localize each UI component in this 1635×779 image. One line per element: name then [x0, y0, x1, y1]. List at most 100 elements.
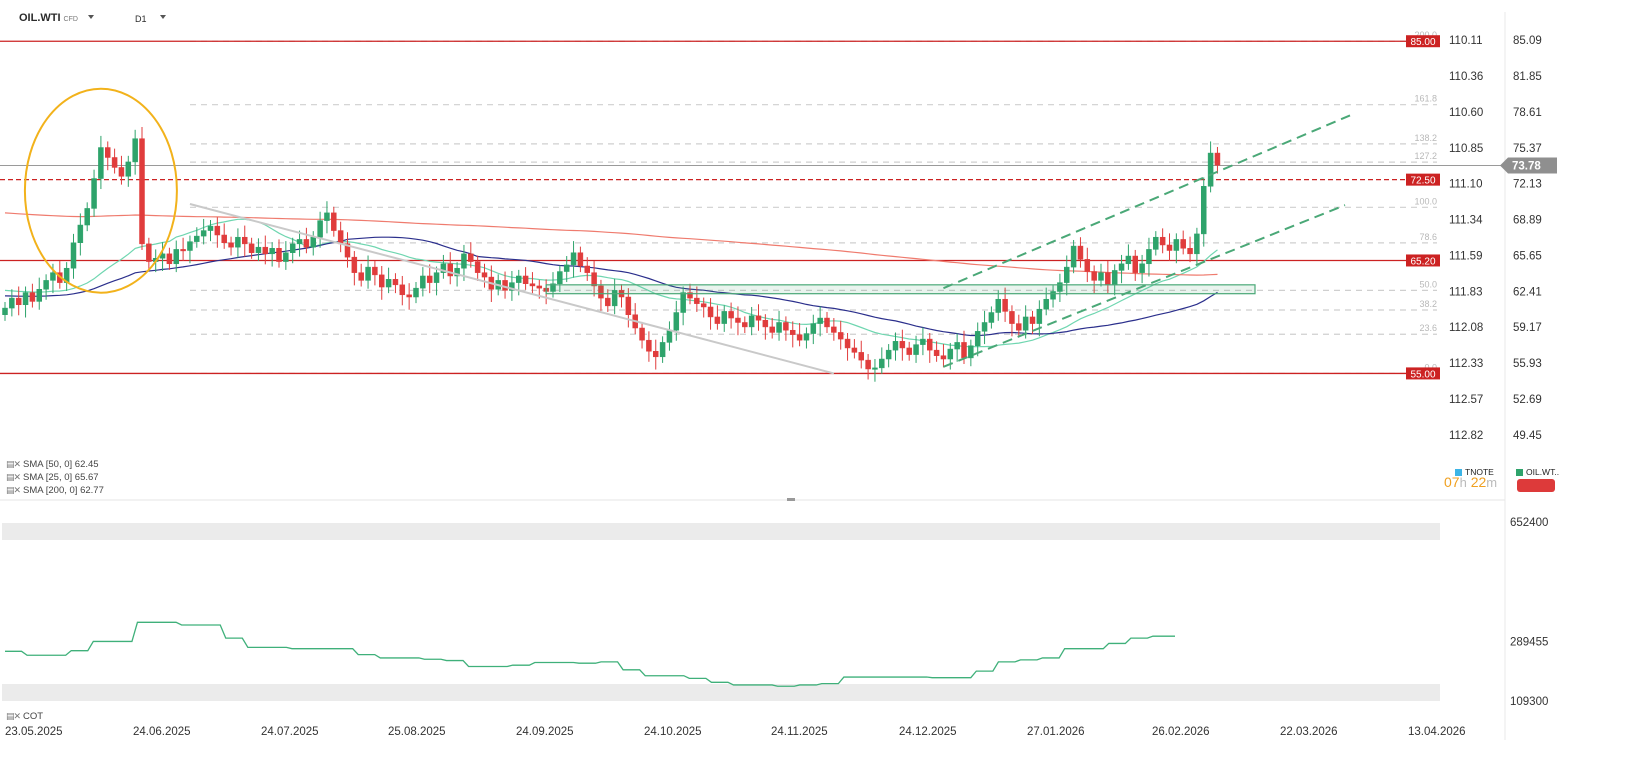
candle-body [454, 267, 460, 277]
candle-body [132, 138, 138, 163]
candle-body [557, 271, 563, 284]
candle-body [303, 239, 310, 248]
candle-body [913, 344, 919, 355]
level-badge [1406, 367, 1440, 380]
indicator-legend-cot[interactable]: ▤✕ COT [6, 711, 43, 722]
candle-body [1043, 298, 1049, 310]
candle-body [906, 347, 912, 355]
candle-body [1173, 239, 1180, 251]
level-label: 55.00 [1410, 369, 1435, 380]
candle-body [98, 147, 104, 179]
second-axis-tick: 110.36 [1449, 71, 1483, 83]
cot-lower-band [2, 684, 1440, 701]
candle-body [50, 272, 56, 281]
candle-body [406, 294, 412, 298]
candle-body [269, 248, 275, 255]
indicator-legend-sma200[interactable]: ▤✕ SMA [200, 0] 62.77 [6, 485, 104, 496]
candle-body [879, 358, 885, 369]
second-axis-tick: 110.85 [1449, 143, 1483, 155]
candle-body [810, 323, 817, 334]
price-axis-tick: 78.61 [1513, 107, 1542, 119]
second-axis-tick: 111.83 [1449, 286, 1482, 298]
candle-body [43, 280, 49, 290]
candle-body [961, 342, 967, 359]
candle-body [831, 326, 837, 333]
time-axis-tick: 25.08.2025 [388, 726, 446, 738]
settings-icon[interactable]: ▤✕ [6, 472, 21, 482]
candle-body [228, 242, 234, 248]
candle-body [337, 230, 344, 245]
fib-level-label: 100.0 [1414, 196, 1437, 206]
symbol-dropdown-icon[interactable] [88, 15, 94, 19]
candle-body [29, 292, 36, 302]
sma200-legend-label: SMA [200, 0] 62.77 [23, 485, 104, 496]
sma25-line [4, 218, 1218, 348]
candle-body [529, 283, 536, 287]
oil-source-tag[interactable]: OIL.WT.. [1516, 467, 1559, 477]
candle-body [803, 333, 810, 341]
candle-body [317, 220, 323, 238]
symbol-selector[interactable]: OIL.WTI CFD [19, 12, 78, 24]
time-axis-tick: 26.02.2026 [1152, 726, 1210, 738]
candle-body [187, 241, 193, 251]
candle-body [954, 342, 960, 350]
candle-body [721, 311, 727, 324]
candle-body [570, 252, 577, 266]
candle-body [673, 312, 680, 331]
candle-body [36, 289, 42, 302]
candle-body [714, 316, 721, 324]
candle-body [125, 161, 132, 177]
price-axis-tick: 52.69 [1513, 394, 1542, 406]
candle-body [509, 282, 515, 291]
candle-body [885, 349, 892, 360]
price-axis-tick: 72.13 [1513, 179, 1542, 191]
indicator-legend-sma50[interactable]: ▤✕ SMA [50, 0] 62.45 [6, 459, 99, 470]
candle-body [331, 212, 337, 231]
level-label: 72.50 [1410, 176, 1435, 187]
time-axis-tick: 27.01.2026 [1027, 726, 1085, 738]
settings-icon[interactable]: ▤✕ [6, 485, 21, 495]
candle-body [550, 283, 556, 292]
settings-icon[interactable]: ▤✕ [6, 459, 21, 469]
candle-body [728, 311, 734, 319]
price-axis-tick: 68.89 [1513, 215, 1542, 227]
level-label: 65.20 [1410, 256, 1435, 267]
candle-body [824, 317, 830, 328]
timeframe-selector[interactable]: D1 [135, 14, 147, 24]
cot-upper-band [2, 523, 1440, 540]
candle-body [611, 290, 618, 307]
candle-body [755, 315, 762, 321]
candle-body [707, 306, 714, 318]
current-price-badge [1500, 157, 1557, 174]
candle-body [324, 212, 330, 221]
channel-upper-line [943, 114, 1351, 290]
tnote-color-icon [1455, 468, 1462, 476]
fib-level-label: 50.0 [1419, 279, 1437, 289]
price-axis-tick: 75.37 [1513, 143, 1542, 155]
candle-body [248, 243, 255, 253]
candle-body [687, 292, 693, 299]
candle-body [872, 367, 878, 370]
candle-body [385, 279, 392, 288]
fib-level-label: 161.8 [1414, 94, 1437, 104]
candle-body [283, 252, 289, 262]
candle-body [426, 275, 433, 283]
second-axis-tick: 111.34 [1449, 215, 1483, 227]
candle-body [84, 208, 90, 226]
sma25-legend-label: SMA [25, 0] 65.67 [23, 472, 99, 483]
horizontal-levels[interactable]: 85.00 72.50 65.20 55.00 [0, 35, 1505, 380]
candle-body [769, 326, 775, 333]
candle-body [659, 342, 666, 358]
candle-body [666, 329, 673, 343]
cot-panel: 652400 289455 109300 [2, 517, 1548, 708]
candle-body [461, 253, 467, 269]
timeframe-dropdown-icon[interactable] [160, 15, 166, 19]
candle-body [1132, 255, 1138, 273]
oil-value-badge [1517, 479, 1555, 492]
countdown-minutes-unit: m [1486, 475, 1498, 490]
indicator-legend-sma25[interactable]: ▤✕ SMA [25, 0] 65.67 [6, 472, 99, 483]
tnote-source-tag[interactable]: TNOTE [1455, 467, 1494, 477]
drawing-objects[interactable] [23, 87, 1351, 375]
settings-icon[interactable]: ▤✕ [6, 711, 21, 721]
